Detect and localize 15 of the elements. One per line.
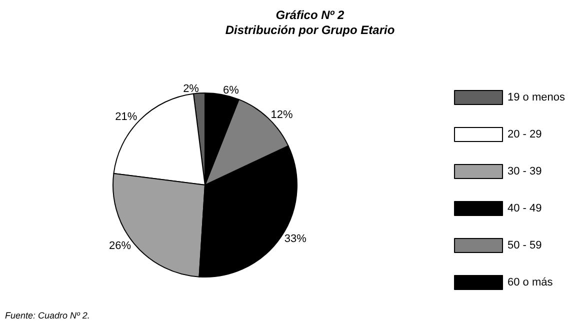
data-label: 6% — [222, 84, 240, 97]
data-label: 21% — [115, 111, 138, 124]
legend-label: 30 - 39 — [508, 166, 542, 178]
data-label: 33% — [284, 232, 307, 245]
legend-label: 50 - 59 — [508, 240, 542, 252]
data-label: 2% — [183, 83, 200, 96]
legend-label: 20 - 29 — [508, 128, 542, 140]
source-note: Fuente: Cuadro Nº 2. — [5, 310, 90, 320]
chart-title: Gráfico Nº 2 — [276, 8, 345, 22]
data-label: 26% — [109, 240, 132, 252]
legend-label: 60 o más — [508, 276, 554, 288]
legend-label: 40 - 49 — [508, 202, 542, 214]
data-label: 12% — [270, 109, 293, 122]
legend-label: 19 o menos — [508, 92, 566, 104]
chart-subtitle: Distribución por Grupo Etario — [225, 23, 395, 37]
